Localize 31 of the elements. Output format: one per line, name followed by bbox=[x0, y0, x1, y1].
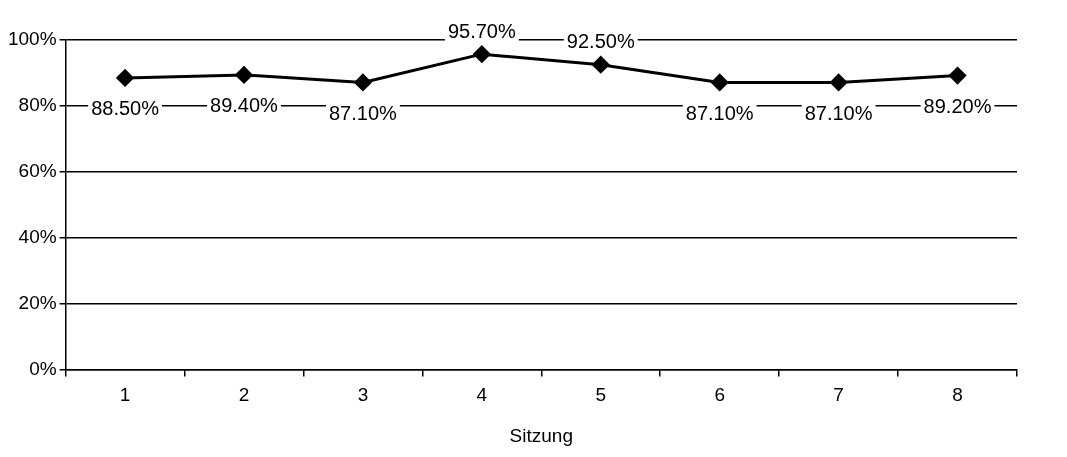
data-label: 89.40% bbox=[210, 94, 279, 117]
point bbox=[949, 67, 967, 85]
point bbox=[830, 73, 848, 91]
x-tick-label: 5 bbox=[595, 384, 607, 406]
data-label: 87.10% bbox=[685, 102, 754, 125]
data-label: 88.50% bbox=[91, 97, 160, 120]
data-label: 95.70% bbox=[447, 19, 516, 42]
x-tick-label: 1 bbox=[119, 384, 131, 406]
point bbox=[116, 69, 134, 87]
data-label: 92.50% bbox=[566, 30, 635, 53]
x-tick-label: 7 bbox=[833, 384, 844, 406]
x-tick-label: 8 bbox=[952, 384, 963, 406]
point bbox=[235, 66, 253, 84]
y-tick-label: 0% bbox=[29, 357, 57, 379]
x-tick-label: 2 bbox=[238, 384, 250, 406]
y-tick-label: 100% bbox=[7, 28, 57, 50]
data-label: 87.10% bbox=[328, 102, 398, 125]
x-tick-label: 6 bbox=[714, 384, 725, 406]
y-tick-label: 20% bbox=[18, 291, 57, 313]
y-tick-label: 40% bbox=[18, 225, 57, 247]
x-tick-label: 3 bbox=[357, 384, 369, 406]
point bbox=[711, 73, 729, 91]
y-tick-label: 60% bbox=[18, 159, 57, 181]
y-tick-label: 80% bbox=[18, 94, 57, 116]
point bbox=[354, 73, 372, 91]
point bbox=[592, 56, 610, 74]
point bbox=[473, 45, 491, 63]
data-label: 87.10% bbox=[804, 102, 873, 125]
data-label: 89.20% bbox=[923, 95, 992, 118]
x-axis-title: Sitzung bbox=[509, 424, 573, 446]
x-tick-label: 4 bbox=[476, 384, 488, 406]
